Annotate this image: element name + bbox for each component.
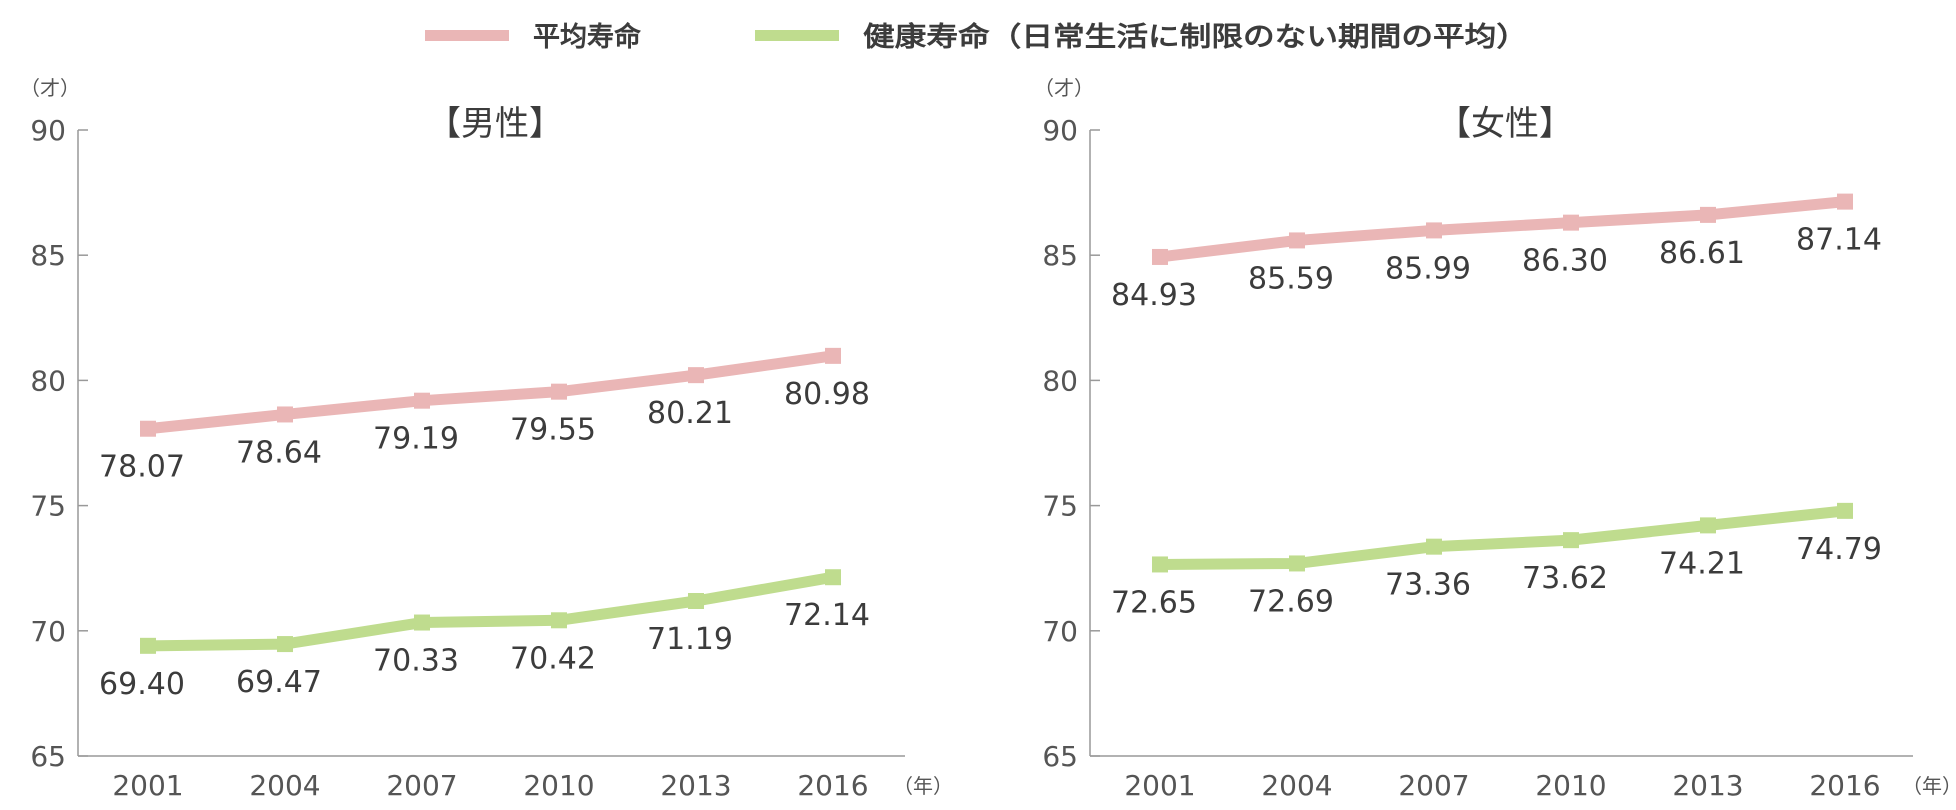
male-healthy-life-expectancy-point	[551, 612, 567, 629]
female-life-expectancy-point	[1837, 193, 1853, 210]
male-healthy-life-expectancy-value-label: 71.19	[647, 622, 733, 657]
male-healthy-life-expectancy-point	[277, 636, 293, 653]
male-life-expectancy-value-label: 80.21	[647, 396, 733, 431]
female-healthy-life-expectancy-value-label: 74.79	[1796, 532, 1882, 567]
female-life-expectancy-value-label: 84.93	[1111, 278, 1197, 313]
male-y-tick-label: 90	[30, 114, 66, 147]
female-x-unit-label: （年）	[1902, 774, 1956, 798]
female-life-expectancy-point	[1426, 222, 1442, 239]
male-y-tick-label: 80	[30, 364, 66, 397]
male-healthy-life-expectancy-point	[825, 569, 841, 586]
female-healthy-life-expectancy-point	[1426, 538, 1442, 555]
female-healthy-life-expectancy-line	[1159, 505, 1846, 570]
male-healthy-life-expectancy-value-label: 70.42	[510, 641, 596, 676]
female-x-tick-label: 2016	[1809, 769, 1880, 802]
female-life-expectancy-value-label: 87.14	[1796, 223, 1882, 258]
male-x-tick-label: 2016	[797, 769, 868, 802]
female-y-tick-label: 80	[1042, 364, 1078, 397]
male-chart-panel: 【男性】 （才） （年） 65 70 75 80 85 90 2001 2004 2007 201…	[20, 76, 953, 802]
female-life-expectancy-value-label: 86.30	[1522, 244, 1608, 279]
male-life-expectancy-point	[688, 367, 704, 384]
male-x-unit-label: （年）	[893, 774, 953, 798]
male-healthy-life-expectancy-point	[688, 593, 704, 610]
legend-swatch-healthy-life-expectancy	[755, 30, 839, 41]
male-healthy-life-expectancy-point	[140, 637, 156, 654]
male-life-expectancy-value-label: 80.98	[784, 377, 870, 412]
male-healthy-life-expectancy-point	[414, 614, 430, 631]
male-life-expectancy-point	[277, 406, 293, 423]
male-life-expectancy-value-label: 79.55	[510, 413, 596, 448]
female-life-expectancy-value-label: 85.99	[1385, 251, 1471, 286]
female-healthy-life-expectancy-point	[1152, 556, 1168, 573]
male-x-tick-label: 2001	[112, 769, 183, 802]
female-healthy-life-expectancy-point	[1837, 502, 1853, 519]
male-life-expectancy-value-label: 78.07	[99, 450, 185, 485]
male-healthy-life-expectancy-value-label: 69.40	[99, 667, 185, 702]
female-y-tick-label: 85	[1042, 239, 1078, 272]
legend-label-healthy-life-expectancy: 健康寿命（日常生活に制限のない期間の平均）	[863, 21, 1528, 53]
female-y-tick-label: 70	[1042, 615, 1078, 648]
male-healthy-life-expectancy-value-label: 70.33	[373, 644, 459, 679]
female-healthy-life-expectancy-point	[1289, 555, 1305, 572]
female-chart-title: 【女性】	[1437, 104, 1573, 144]
female-life-expectancy-point	[1152, 248, 1168, 265]
male-x-tick-label: 2010	[523, 769, 594, 802]
male-x-tick-label: 2007	[386, 769, 457, 802]
female-x-tick-label: 2013	[1672, 769, 1743, 802]
female-healthy-life-expectancy-value-label: 73.36	[1385, 568, 1471, 603]
female-y-unit-label: （才）	[1034, 76, 1094, 100]
female-x-tick-label: 2007	[1398, 769, 1469, 802]
male-healthy-life-expectancy-value-label: 72.14	[784, 598, 870, 633]
male-chart-title: 【男性】	[427, 104, 563, 144]
female-x-tick-label: 2010	[1535, 769, 1606, 802]
male-y-tick-label: 70	[30, 615, 66, 648]
male-x-tick-label: 2013	[660, 769, 731, 802]
male-x-tick-label: 2004	[249, 769, 320, 802]
female-chart-panel: 【女性】 （才） （年） 65 70 75 80 85 90 2001 2004 2007 201…	[1034, 76, 1956, 802]
male-y-tick-label: 75	[30, 490, 66, 523]
female-life-expectancy-point	[1563, 214, 1579, 231]
female-life-expectancy-line	[1159, 196, 1846, 263]
female-y-tick-label: 65	[1042, 740, 1078, 773]
legend-swatch-life-expectancy	[425, 30, 509, 41]
legend: 平均寿命 健康寿命（日常生活に制限のない期間の平均）	[425, 21, 1528, 53]
male-life-expectancy-point	[825, 347, 841, 364]
female-healthy-life-expectancy-point	[1563, 532, 1579, 549]
legend-label-life-expectancy: 平均寿命	[533, 21, 642, 53]
female-life-expectancy-value-label: 85.59	[1248, 261, 1334, 296]
male-life-expectancy-line	[147, 350, 834, 435]
female-x-tick-label: 2001	[1124, 769, 1195, 802]
male-healthy-life-expectancy-line	[147, 571, 834, 652]
female-healthy-life-expectancy-point	[1700, 517, 1716, 534]
female-life-expectancy-value-label: 86.61	[1659, 236, 1745, 271]
male-life-expectancy-value-label: 79.19	[373, 422, 459, 457]
male-y-tick-label: 85	[30, 239, 66, 272]
female-healthy-life-expectancy-value-label: 74.21	[1659, 546, 1745, 581]
male-life-expectancy-point	[140, 420, 156, 437]
male-y-unit-label: （才）	[20, 76, 80, 100]
male-y-tick-label: 65	[30, 740, 66, 773]
female-healthy-life-expectancy-value-label: 72.69	[1248, 584, 1334, 619]
female-healthy-life-expectancy-value-label: 73.62	[1522, 561, 1608, 596]
female-life-expectancy-point	[1289, 232, 1305, 249]
male-life-expectancy-value-label: 78.64	[236, 435, 322, 470]
female-y-tick-label: 75	[1042, 490, 1078, 523]
male-life-expectancy-point	[414, 392, 430, 409]
female-y-tick-label: 90	[1042, 114, 1078, 147]
male-life-expectancy-point	[551, 383, 567, 400]
male-healthy-life-expectancy-value-label: 69.47	[236, 665, 322, 700]
female-healthy-life-expectancy-value-label: 72.65	[1111, 585, 1197, 620]
female-life-expectancy-point	[1700, 206, 1716, 223]
female-x-tick-label: 2004	[1261, 769, 1332, 802]
